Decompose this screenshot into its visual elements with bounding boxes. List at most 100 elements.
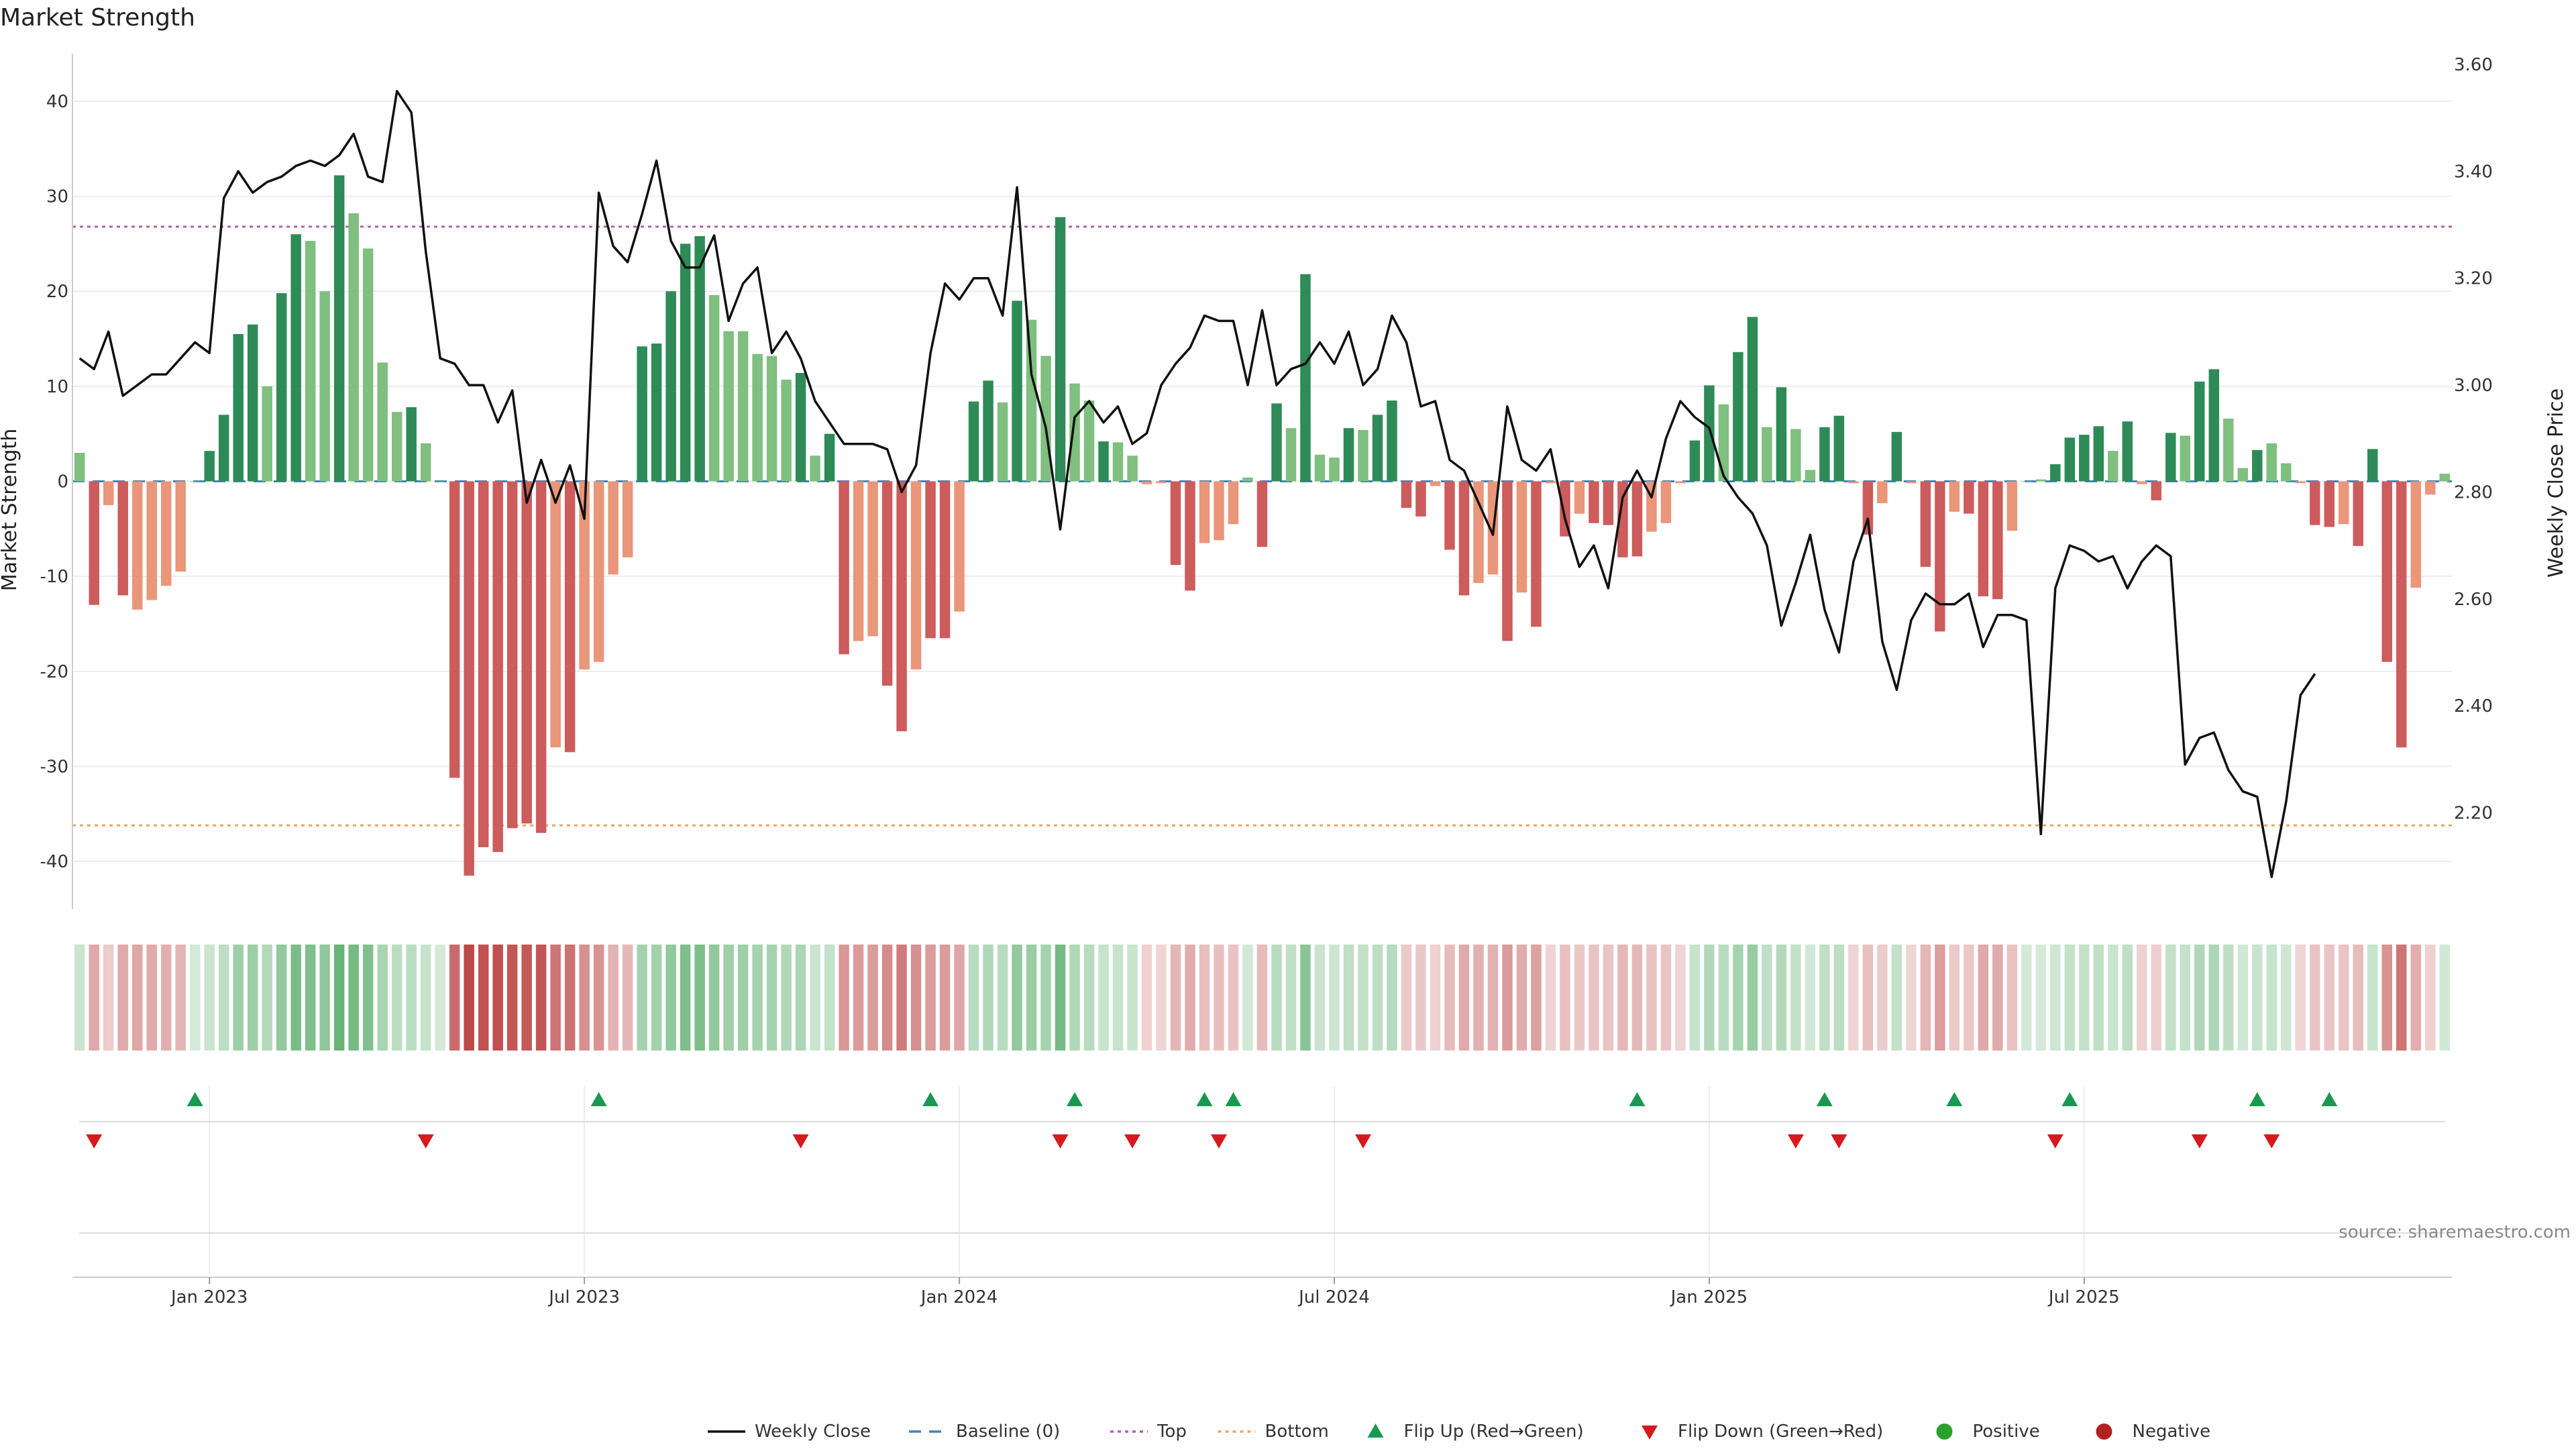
strength-bar: [2425, 481, 2436, 495]
strength-bar: [853, 481, 864, 641]
heat-cell: [1026, 945, 1037, 1051]
heat-cell: [1992, 945, 2003, 1051]
strength-bar: [1343, 428, 1354, 482]
strength-bar: [131, 481, 143, 610]
heat-cell: [1127, 945, 1138, 1051]
strength-bar: [1617, 481, 1628, 557]
heat-cell: [2353, 945, 2364, 1051]
heat-cell: [708, 945, 720, 1051]
strength-bar: [1675, 481, 1686, 484]
strength-bar: [910, 481, 922, 669]
x-tick-label: Jan 2024: [920, 1287, 998, 1307]
strength-bar: [867, 481, 878, 637]
heat-cell: [1285, 945, 1297, 1051]
heat-cell: [420, 945, 431, 1051]
heat-cell: [2122, 945, 2133, 1051]
legend-label: Negative: [2133, 1421, 2211, 1442]
strength-bar: [1833, 415, 1845, 482]
heat-cell: [1819, 945, 1830, 1051]
flip-up-marker: [590, 1092, 607, 1106]
heat-cell: [290, 945, 301, 1051]
heat-cell: [593, 945, 604, 1051]
strength-bar: [1631, 481, 1643, 557]
strength-bar: [781, 379, 792, 482]
heat-cell: [1098, 945, 1109, 1051]
heat-cell: [939, 945, 951, 1051]
heat-cell: [637, 945, 647, 1051]
strength-bar: [1516, 481, 1527, 593]
strength-bar: [103, 481, 114, 505]
legend-label: Weekly Close: [755, 1421, 871, 1442]
heat-cell: [1242, 945, 1253, 1051]
strength-bar: [1747, 317, 1758, 482]
strength-bar: [550, 481, 561, 748]
heat-cell: [1228, 945, 1239, 1051]
strength-bar: [622, 481, 633, 557]
time-axis: Jan 2023 Jul 2023 Jan 2024 Jul 2024 Jan 2025…: [72, 1277, 2452, 1307]
right-tick-label: 3.00: [2454, 376, 2493, 396]
heat-cell: [2310, 945, 2320, 1051]
heat-cell: [89, 945, 99, 1051]
strength-bar: [896, 481, 907, 732]
strength-bar: [2353, 481, 2364, 546]
flip-down-marker: [1124, 1134, 1141, 1148]
heat-cell: [1935, 945, 1945, 1051]
legend-label: Flip Up (Red→Green): [1404, 1421, 1584, 1442]
heat-cell: [1040, 945, 1051, 1051]
right-tick-label: 2.60: [2454, 590, 2493, 610]
strength-bar: [1012, 301, 1022, 482]
strength-bar: [2223, 419, 2234, 482]
strength-bar: [247, 324, 258, 482]
strength-bar: [1098, 441, 1109, 482]
strength-bar: [2035, 479, 2047, 482]
strength-bar: [348, 213, 359, 482]
strength-bar: [117, 481, 128, 596]
strength-bar: [608, 481, 619, 575]
legend-label: Top: [1157, 1421, 1187, 1442]
heat-cell: [910, 945, 922, 1051]
strength-bar: [881, 481, 893, 686]
flip-up-marker: [2321, 1092, 2338, 1106]
heat-cell: [1358, 945, 1368, 1051]
legend: Weekly Close Baseline (0) Top Bottom Flip Up…: [708, 1421, 2210, 1442]
heat-cell: [247, 945, 258, 1051]
heat-cell: [2079, 945, 2090, 1051]
heat-cell: [535, 945, 547, 1051]
heat-cell: [2093, 945, 2104, 1051]
strength-bar: [1574, 481, 1585, 514]
strength-bar: [1704, 385, 1715, 482]
strength-bar: [1214, 481, 1224, 541]
right-tick-label: 2.20: [2454, 804, 2493, 824]
heat-cell: [1906, 945, 1917, 1051]
strength-bar: [997, 402, 1008, 482]
strength-bar: [737, 331, 749, 482]
strength-bar: [406, 407, 417, 482]
strength-bar: [2252, 449, 2263, 482]
strength-bar: [766, 356, 777, 482]
strength-bar: [1458, 481, 1470, 596]
heat-cell: [1560, 945, 1570, 1051]
heat-cell: [204, 945, 215, 1051]
heat-cell: [2035, 945, 2047, 1051]
source-note: source: sharemaestro.com: [2339, 1222, 2571, 1242]
heat-cell: [925, 945, 936, 1051]
heat-cell: [2180, 945, 2191, 1051]
flip-down-marker: [792, 1134, 809, 1148]
strength-bar: [1256, 481, 1268, 547]
heat-cell: [2425, 945, 2436, 1051]
heat-cell: [853, 945, 864, 1051]
heat-cell: [333, 945, 345, 1051]
heat-cell: [1444, 945, 1455, 1051]
heat-cell: [1862, 945, 1874, 1051]
heat-cell: [1617, 945, 1628, 1051]
strength-bar: [420, 443, 431, 482]
strength-bar: [1083, 400, 1095, 482]
flip-markers-panel: [79, 1087, 2445, 1275]
heat-cell: [1185, 945, 1195, 1051]
flip-up-marker: [1067, 1092, 1083, 1106]
strength-bar: [1271, 403, 1282, 482]
strength-bar: [939, 481, 951, 639]
strength-bar: [1314, 454, 1326, 482]
heat-cell: [377, 945, 388, 1051]
strength-bar: [1026, 319, 1037, 482]
